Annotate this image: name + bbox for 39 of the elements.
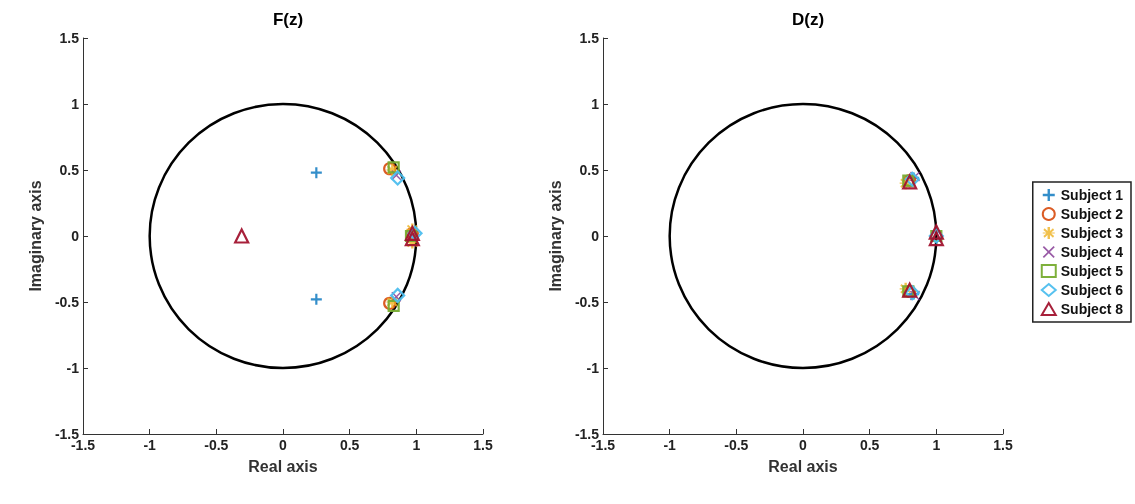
- x-tick-label: 0: [279, 437, 288, 453]
- x-axis-title: Real axis: [768, 457, 838, 475]
- y-axis-title: Imaginary axis: [547, 180, 565, 292]
- y-tick-label: 0: [71, 228, 80, 244]
- x-tick-label: -0.5: [724, 437, 749, 453]
- x-tick-label: -1: [143, 437, 157, 453]
- x-tick-label: 1.5: [993, 437, 1013, 453]
- x-axis-title: Real axis: [248, 457, 318, 475]
- y-tick-label: -1: [586, 360, 600, 376]
- y-axis-title: Imaginary axis: [27, 180, 45, 292]
- y-tick-label: -0.5: [574, 294, 600, 310]
- y-tick-label: 1.5: [579, 30, 600, 46]
- y-tick-label: -1.5: [574, 426, 600, 442]
- legend-label: Subject 8: [1060, 301, 1124, 317]
- legend-label: Subject 3: [1060, 225, 1124, 241]
- x-tick-label: 0: [799, 437, 808, 453]
- legend-label: Subject 5: [1060, 263, 1124, 279]
- legend-label: Subject 1: [1060, 187, 1124, 203]
- chart-title: D(z): [791, 10, 825, 29]
- y-tick-label: 1: [71, 96, 80, 112]
- legend-label: Subject 6: [1060, 282, 1124, 298]
- y-tick-label: 0.5: [59, 162, 80, 178]
- x-tick-label: 0.5: [859, 437, 880, 453]
- y-tick-label: 1: [591, 96, 600, 112]
- x-tick-label: 1: [932, 437, 941, 453]
- y-tick-label: 0.5: [579, 162, 600, 178]
- x-tick-label: 0.5: [339, 437, 360, 453]
- y-tick-label: -1: [66, 360, 80, 376]
- x-tick-label: -1: [663, 437, 677, 453]
- y-tick-label: 0: [591, 228, 600, 244]
- x-tick-label: 1.5: [473, 437, 493, 453]
- x-tick-label: -0.5: [204, 437, 229, 453]
- legend-label: Subject 2: [1060, 206, 1124, 222]
- y-tick-label: 1.5: [59, 30, 80, 46]
- legend-label: Subject 4: [1060, 244, 1124, 260]
- x-tick-label: 1: [412, 437, 421, 453]
- y-tick-label: -0.5: [54, 294, 80, 310]
- y-tick-label: -1.5: [54, 426, 80, 442]
- chart-title: F(z): [272, 10, 304, 29]
